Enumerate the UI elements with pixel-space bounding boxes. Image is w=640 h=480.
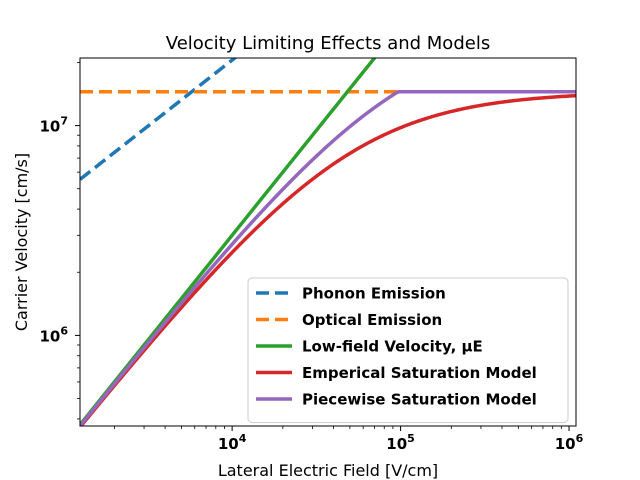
legend-label: Low-field Velocity, μE	[302, 338, 483, 356]
legend-label: Optical Emission	[302, 311, 442, 329]
series-line-1	[80, 58, 238, 181]
x-axis-label: Lateral Electric Field [V/cm]	[218, 461, 438, 480]
plot-frame	[79, 57, 577, 427]
x-tick-label: 106	[555, 432, 584, 453]
legend-label: Emperical Saturation Model	[302, 364, 537, 382]
legend-box	[247, 277, 569, 423]
x-tick-label: 104	[218, 432, 247, 453]
y-tick-label: 106	[39, 324, 68, 345]
series-group	[80, 58, 576, 426]
legend: Phonon Emission Optical Emission Low-field…	[247, 277, 569, 423]
y-axis-label: Carrier Velocity [cm/s]	[12, 153, 31, 331]
ticks: 104 105 106 106 107	[39, 62, 584, 453]
series-line-3	[80, 58, 377, 426]
legend-label: Phonon Emission	[302, 285, 446, 303]
x-tick-label: 105	[386, 432, 415, 453]
series-line-4	[80, 93, 576, 426]
legend-label: Piecewise Saturation Model	[302, 391, 537, 409]
series-line-5	[80, 90, 576, 426]
chart-title: Velocity Limiting Effects and Models	[166, 33, 490, 54]
y-tick-label: 107	[39, 115, 68, 136]
